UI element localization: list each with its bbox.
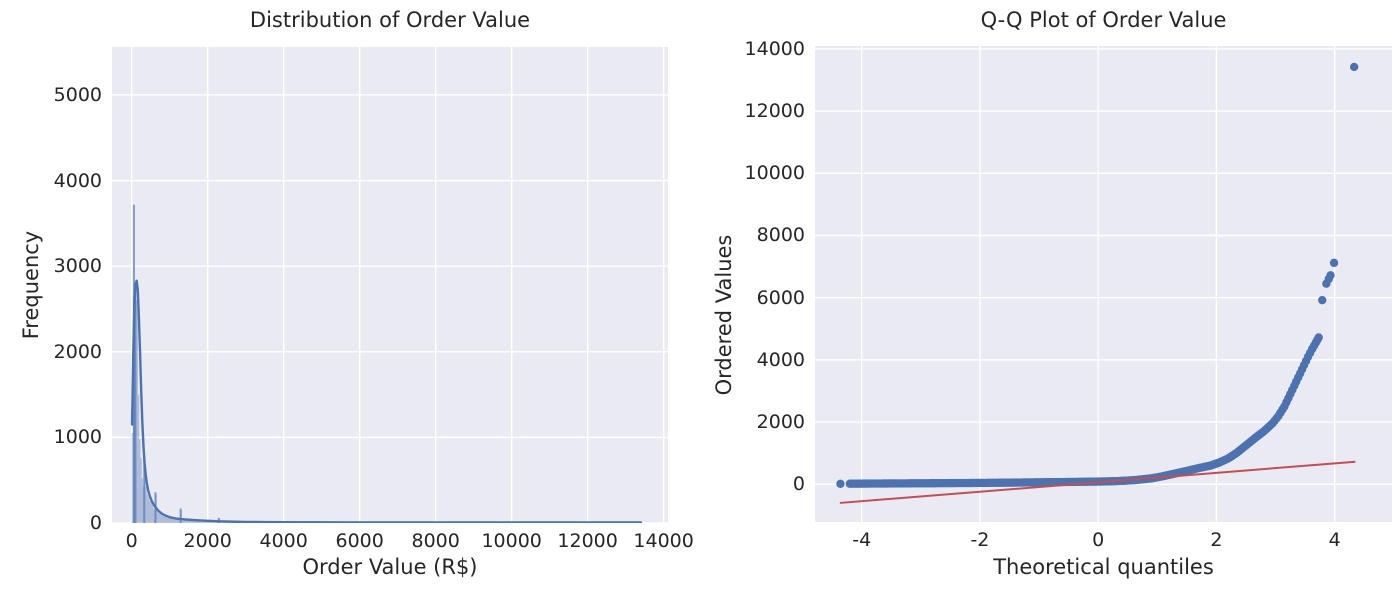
qq-x-tick-label: -2 bbox=[970, 529, 990, 551]
histogram-x-axis-label: Order Value (R$) bbox=[302, 555, 478, 579]
qq-x-tick-label: 4 bbox=[1328, 529, 1341, 551]
histogram-x-tick-label: 0 bbox=[125, 530, 138, 552]
histogram-title: Distribution of Order Value bbox=[249, 8, 531, 32]
histogram-y-tick-label: 3000 bbox=[53, 255, 102, 278]
histogram-x-tick-label: 2000 bbox=[183, 530, 232, 552]
histogram-y-tick-label: 0 bbox=[89, 512, 102, 534]
histogram-x-tick-label: 6000 bbox=[335, 530, 384, 552]
histogram-y-tick-label: 4000 bbox=[53, 169, 102, 192]
histogram-x-tick-label: 14000 bbox=[633, 530, 694, 552]
qq-y-tick-label: 10000 bbox=[744, 162, 805, 185]
qq-y-tick-label: 0 bbox=[792, 473, 805, 496]
histogram-x-tick-label: 8000 bbox=[411, 530, 460, 552]
histogram-x-tick-label: 12000 bbox=[557, 530, 618, 552]
qq-y-axis-label: Ordered Values bbox=[712, 234, 736, 396]
histogram-y-tick-label: 2000 bbox=[53, 340, 102, 363]
qq-canvas bbox=[815, 46, 1392, 522]
qq-y-tick-label: 4000 bbox=[756, 348, 805, 371]
qq-y-tick-label: 8000 bbox=[756, 224, 805, 247]
histogram-x-tick-label: 4000 bbox=[259, 530, 308, 552]
qq-title: Q-Q Plot of Order Value bbox=[980, 8, 1227, 32]
qq-x-tick-label: 2 bbox=[1210, 529, 1223, 551]
qq-y-tick-label: 2000 bbox=[756, 411, 805, 434]
histogram-y-tick-label: 1000 bbox=[53, 426, 102, 449]
histogram-y-tick-label: 5000 bbox=[53, 83, 102, 106]
qq-x-tick-label: 0 bbox=[1092, 529, 1105, 551]
qq-y-tick-label: 14000 bbox=[744, 37, 805, 60]
qq-y-tick-label: 12000 bbox=[744, 100, 805, 123]
qq-x-tick-label: -4 bbox=[852, 529, 872, 551]
qq-x-axis-label: Theoretical quantiles bbox=[993, 555, 1214, 579]
qq-y-tick-label: 6000 bbox=[756, 286, 805, 309]
histogram-canvas bbox=[112, 47, 668, 523]
histogram-x-tick-label: 10000 bbox=[481, 530, 542, 552]
histogram-y-axis-label: Frequency bbox=[19, 230, 43, 340]
